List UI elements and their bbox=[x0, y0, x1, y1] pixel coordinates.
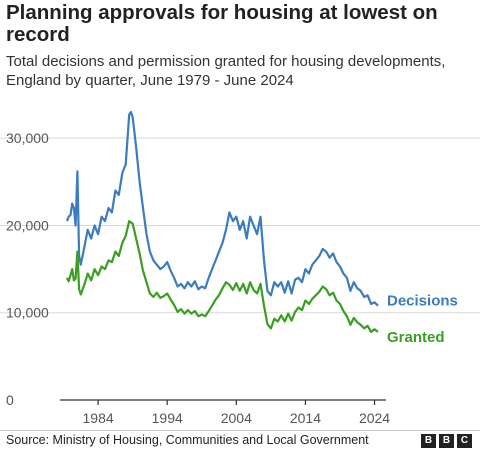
y-tick-label: 20,000 bbox=[6, 217, 49, 233]
series-label-granted: Granted bbox=[387, 329, 445, 346]
source-note: Source: Ministry of Housing, Communities… bbox=[6, 433, 369, 447]
y-tick-label: 10,000 bbox=[6, 305, 49, 321]
bbc-logo: B B C bbox=[421, 434, 472, 448]
bbc-logo-letter: B bbox=[439, 434, 454, 448]
x-tick-label: 1984 bbox=[83, 410, 114, 426]
series-label-decisions: Decisions bbox=[387, 293, 458, 310]
bbc-logo-letter: C bbox=[457, 434, 472, 448]
footer: Source: Ministry of Housing, Communities… bbox=[0, 430, 480, 451]
series-line-decisions bbox=[65, 110, 379, 307]
series-lines bbox=[65, 110, 379, 333]
chart-title: Planning approvals for housing at lowest… bbox=[6, 1, 438, 46]
x-tick-label: 1994 bbox=[152, 410, 183, 426]
bbc-logo-letter: B bbox=[421, 434, 436, 448]
series-labels: Decisions Granted bbox=[387, 293, 458, 346]
x-tick-label: 2024 bbox=[359, 410, 390, 426]
x-tick-label: 2014 bbox=[290, 410, 321, 426]
gridlines bbox=[0, 137, 480, 314]
line-chart: 0 10,000 20,000 30,000 1984 1994 2004 2014 2024… bbox=[0, 110, 480, 426]
y-tick-label: 30,000 bbox=[6, 130, 49, 146]
y-axis-tick-labels: 0 10,000 20,000 30,000 bbox=[6, 130, 49, 408]
series-line-granted bbox=[66, 220, 379, 333]
y-tick-label: 0 bbox=[6, 392, 14, 408]
chart-subtitle: Total decisions and permission granted f… bbox=[6, 53, 446, 89]
x-tick-label: 2004 bbox=[221, 410, 252, 426]
x-axis: 1984 1994 2004 2014 2024 bbox=[60, 399, 390, 426]
